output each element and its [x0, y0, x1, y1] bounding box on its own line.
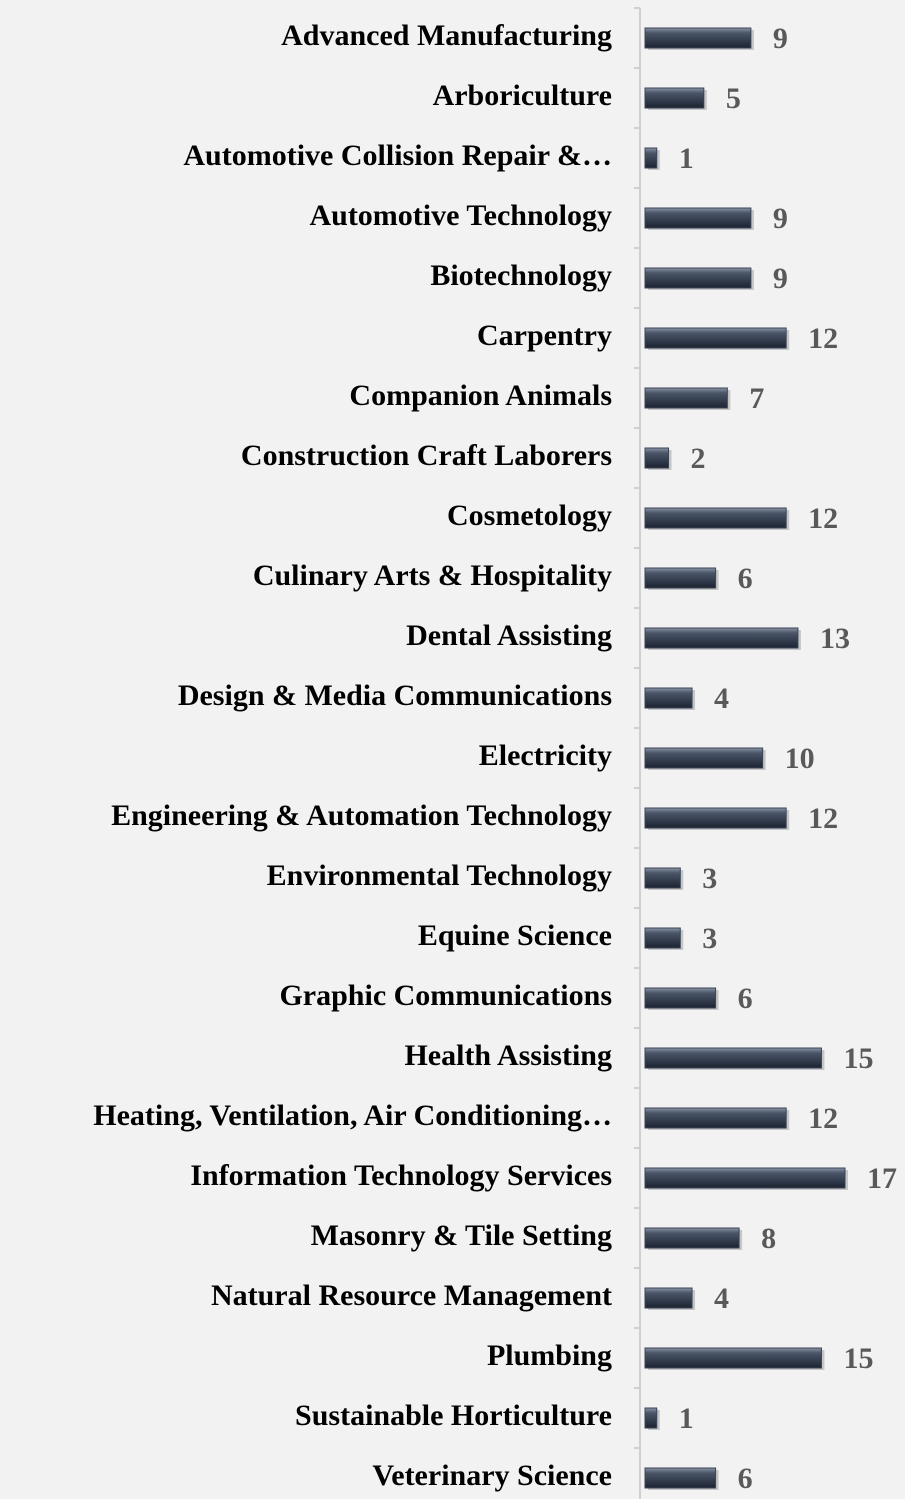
- category-label: Arboriculture: [433, 79, 612, 112]
- category-label: Sustainable Horticulture: [295, 1399, 612, 1432]
- value-label: 4: [714, 682, 729, 715]
- value-label: 9: [773, 202, 788, 235]
- category-label: Plumbing: [487, 1339, 612, 1372]
- bar: [644, 147, 658, 169]
- value-label: 12: [808, 322, 838, 355]
- bar: [644, 1347, 822, 1369]
- category-label: Automotive Technology: [309, 199, 612, 232]
- bar: [644, 687, 693, 709]
- category-label: Heating, Ventilation, Air Conditioning…: [93, 1099, 612, 1132]
- category-label: Advanced Manufacturing: [281, 19, 612, 52]
- value-label: 15: [843, 1342, 873, 1375]
- bar: [644, 87, 705, 109]
- value-label: 6: [738, 982, 753, 1015]
- value-label: 10: [785, 742, 815, 775]
- bar: [644, 387, 728, 409]
- category-label: Equine Science: [418, 919, 612, 952]
- bar: [644, 1107, 787, 1129]
- bar: [644, 927, 681, 949]
- value-label: 12: [808, 802, 838, 835]
- value-label: 1: [679, 1402, 694, 1435]
- category-label: Information Technology Services: [190, 1159, 612, 1192]
- value-label: 6: [738, 1462, 753, 1495]
- value-label: 9: [773, 262, 788, 295]
- category-label: Masonry & Tile Setting: [311, 1219, 612, 1252]
- category-label: Culinary Arts & Hospitality: [253, 559, 612, 592]
- bar: [644, 807, 787, 829]
- bar: [644, 747, 764, 769]
- bar: [644, 627, 799, 649]
- category-label: Environmental Technology: [267, 859, 612, 892]
- value-label: 4: [714, 1282, 729, 1315]
- category-label: Dental Assisting: [406, 619, 612, 652]
- value-label: 12: [808, 1102, 838, 1135]
- value-label: 7: [749, 382, 764, 415]
- category-label: Cosmetology: [447, 499, 612, 532]
- bar: [644, 1407, 658, 1429]
- category-label: Carpentry: [477, 319, 612, 352]
- category-label: Natural Resource Management: [211, 1279, 612, 1312]
- value-label: 1: [679, 142, 694, 175]
- value-label: 5: [726, 82, 741, 115]
- category-label: Automotive Collision Repair &…: [183, 139, 612, 172]
- bar: [644, 987, 717, 1009]
- value-label: 6: [738, 562, 753, 595]
- category-label: Construction Craft Laborers: [241, 439, 612, 472]
- bar: [644, 1467, 717, 1489]
- bar: [644, 867, 681, 889]
- category-label: Companion Animals: [349, 379, 612, 412]
- bar: [644, 1227, 740, 1249]
- bar: [644, 27, 752, 49]
- category-label: Engineering & Automation Technology: [111, 799, 612, 832]
- bar: [644, 567, 717, 589]
- category-label: Health Assisting: [404, 1039, 612, 1072]
- category-label: Electricity: [479, 739, 612, 772]
- category-label: Graphic Communications: [279, 979, 612, 1012]
- value-label: 13: [820, 622, 850, 655]
- bar: [644, 267, 752, 289]
- category-label: Veterinary Science: [372, 1459, 612, 1492]
- bar: [644, 1167, 846, 1189]
- value-label: 17: [867, 1162, 897, 1195]
- category-label: Biotechnology: [430, 259, 612, 292]
- bar: [644, 327, 787, 349]
- value-label: 15: [843, 1042, 873, 1075]
- value-label: 2: [691, 442, 706, 475]
- value-label: 8: [761, 1222, 776, 1255]
- value-label: 3: [702, 922, 717, 955]
- bar: [644, 447, 670, 469]
- value-label: 3: [702, 862, 717, 895]
- value-label: 9: [773, 22, 788, 55]
- bar: [644, 1287, 693, 1309]
- bar: [644, 1047, 822, 1069]
- value-label: 12: [808, 502, 838, 535]
- category-label: Design & Media Communications: [178, 679, 612, 712]
- bar: [644, 507, 787, 529]
- bar: [644, 207, 752, 229]
